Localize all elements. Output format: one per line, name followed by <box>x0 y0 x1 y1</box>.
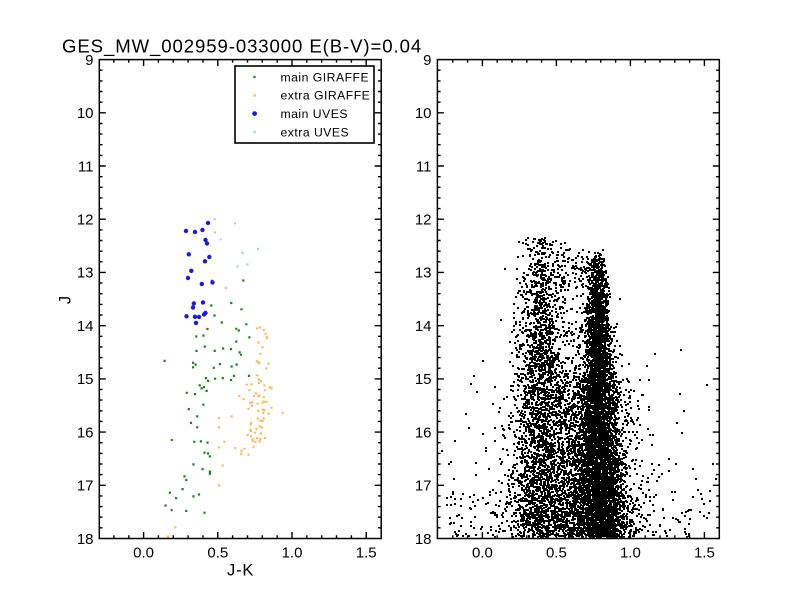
svg-text:0.0: 0.0 <box>472 545 493 562</box>
svg-text:extra UVES: extra UVES <box>281 125 350 139</box>
svg-text:13: 13 <box>415 265 432 282</box>
svg-text:18: 18 <box>77 531 94 548</box>
svg-text:0.5: 0.5 <box>207 545 228 562</box>
svg-text:extra GIRAFFE: extra GIRAFFE <box>281 89 371 103</box>
svg-text:1.0: 1.0 <box>282 545 303 562</box>
svg-text:10: 10 <box>77 105 94 122</box>
svg-text:18: 18 <box>415 531 432 548</box>
svg-text:15: 15 <box>415 371 432 388</box>
svg-text:GES_MW_002959-033000 E(B-V)=0.: GES_MW_002959-033000 E(B-V)=0.04 <box>62 35 422 57</box>
svg-text:9: 9 <box>85 52 93 69</box>
svg-text:11: 11 <box>416 158 432 175</box>
svg-text:16: 16 <box>415 424 432 441</box>
svg-text:main UVES: main UVES <box>281 107 349 121</box>
svg-text:main GIRAFFE: main GIRAFFE <box>281 70 370 84</box>
svg-text:0.0: 0.0 <box>133 545 154 562</box>
svg-text:14: 14 <box>77 318 94 335</box>
svg-text:15: 15 <box>77 371 94 388</box>
svg-text:J: J <box>57 296 75 304</box>
svg-text:17: 17 <box>415 478 432 495</box>
svg-text:J-K: J-K <box>227 562 254 580</box>
svg-text:17: 17 <box>77 478 94 495</box>
svg-text:12: 12 <box>77 212 94 229</box>
svg-text:1.0: 1.0 <box>620 545 641 562</box>
svg-text:1.5: 1.5 <box>694 545 715 562</box>
svg-text:14: 14 <box>415 318 432 335</box>
svg-text:0.5: 0.5 <box>546 545 567 562</box>
svg-text:1.5: 1.5 <box>356 545 377 562</box>
svg-text:16: 16 <box>77 424 94 441</box>
svg-text:11: 11 <box>78 158 94 175</box>
svg-text:12: 12 <box>415 212 432 229</box>
svg-text:13: 13 <box>77 265 94 282</box>
svg-text:10: 10 <box>415 105 432 122</box>
svg-text:9: 9 <box>423 52 431 69</box>
